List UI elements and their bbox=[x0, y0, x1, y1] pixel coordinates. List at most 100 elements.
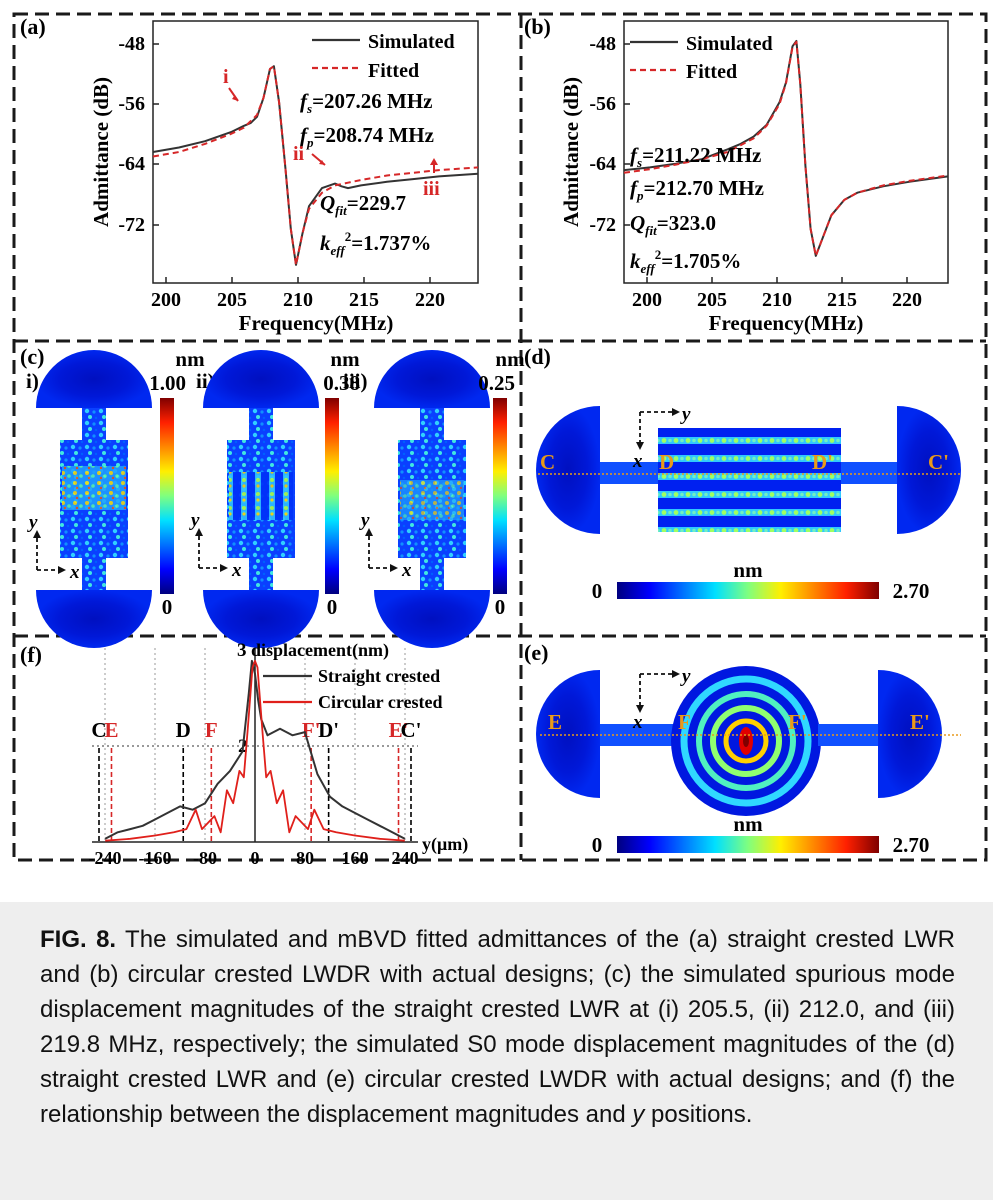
axis-label-x: x bbox=[231, 560, 242, 581]
mode-shape-left-dome bbox=[536, 670, 600, 798]
series-line-circular-crested bbox=[105, 660, 405, 842]
panel-c-ii: ii) nm 0.38 0 y x bbox=[189, 347, 360, 648]
position-marker-label: E bbox=[104, 718, 118, 742]
xtick-label: 160 bbox=[342, 848, 369, 868]
panel-d-point-labels: C D D' C' bbox=[540, 450, 949, 474]
axis-label-x: x bbox=[69, 562, 80, 583]
ytick-label: -48 bbox=[118, 33, 145, 55]
panel-b-xtick-labels: 200 205 210 215 220 bbox=[632, 289, 922, 311]
ytick-label: -72 bbox=[589, 214, 616, 236]
panel-b-plot-frame bbox=[623, 20, 949, 284]
panel-a-params: fs=207.26 MHz fp=208.74 MHz Qfit=229.7 k… bbox=[300, 89, 434, 258]
colorbar bbox=[617, 836, 879, 853]
panel-d: (d) C D D' C' y x nm 0 2.70 bbox=[524, 344, 961, 603]
param-fs: fs=207.26 MHz bbox=[300, 89, 433, 116]
figure: (a) -48 -56 -64 -72 200 205 210 215 220 … bbox=[12, 12, 988, 868]
axis-label-y: y bbox=[27, 512, 38, 533]
subpanel-label: iii) bbox=[343, 369, 368, 393]
axis-label-x: x bbox=[632, 712, 643, 733]
xtick-label: -80 bbox=[193, 848, 217, 868]
mode-shape-neck bbox=[249, 408, 273, 440]
colorbar-unit: nm bbox=[495, 347, 525, 371]
position-marker-label: E' bbox=[389, 718, 409, 742]
axis-indicator bbox=[639, 411, 675, 445]
panel-a-ytick-marks bbox=[153, 43, 159, 226]
panel-a-markers: i ii iii bbox=[223, 66, 440, 200]
xtick-label: 240 bbox=[392, 848, 419, 868]
mode-shape-right-dome bbox=[878, 670, 942, 798]
mode-shape-neck bbox=[420, 558, 444, 590]
panel-b: (b) -48 -56 -64 -72 200 205 210 215 220 … bbox=[524, 14, 949, 335]
axis-label-y: y bbox=[680, 666, 691, 687]
ytick-label: -56 bbox=[589, 93, 616, 115]
legend-label-straight: Straight crested bbox=[318, 666, 440, 686]
xtick-label: 215 bbox=[349, 289, 379, 311]
axis-label-x: x bbox=[401, 560, 412, 581]
panel-a-xtick-labels: 200 205 210 215 220 bbox=[151, 289, 445, 311]
colorbar bbox=[160, 398, 174, 594]
series-line-fitted bbox=[152, 65, 479, 266]
param-keff: keff2=1.737% bbox=[320, 229, 431, 258]
panel-b-ylabel: Admittance (dB) bbox=[559, 77, 583, 227]
legend-label-circular: Circular crested bbox=[318, 692, 442, 712]
series-line-fitted bbox=[623, 40, 949, 257]
colorbar bbox=[325, 398, 339, 594]
axis-label-y: y bbox=[359, 510, 370, 531]
colorbar bbox=[617, 582, 879, 599]
panel-f-position-markers: CE D F F'D' E'C' bbox=[91, 718, 422, 842]
param-fs: fs=211.22 MHz bbox=[630, 143, 761, 170]
position-marker-label: D' bbox=[318, 718, 339, 742]
marker-ii: ii bbox=[293, 143, 305, 165]
axis-indicator bbox=[198, 532, 224, 569]
panel-f-legend: Straight crested Circular crested bbox=[263, 666, 442, 712]
panel-a-series bbox=[152, 65, 479, 266]
mode-shape-bottom-dome bbox=[374, 590, 490, 648]
panel-c: (c) i) nm 1.00 0 y x ii) bbox=[20, 344, 525, 648]
panel-f: (f) CE D F F'D' E'C' 3 2 displacement(nm) St… bbox=[20, 640, 468, 868]
xtick-label: 0 bbox=[251, 848, 260, 868]
panel-b-ytick-marks bbox=[624, 43, 630, 226]
series-line-simulated bbox=[152, 65, 479, 266]
panel-f-label: (f) bbox=[20, 642, 42, 667]
xtick-label: 220 bbox=[415, 289, 445, 311]
caption-body: The simulated and mBVD fitted admittance… bbox=[40, 926, 955, 1128]
colorbar-max: 2.70 bbox=[893, 579, 930, 603]
axis-indicator bbox=[368, 532, 394, 569]
xtick-label: 215 bbox=[827, 289, 857, 311]
mode-shape-bottom-dome bbox=[203, 590, 319, 648]
axis-label-x: x bbox=[632, 451, 643, 472]
panel-d-label: (d) bbox=[524, 344, 551, 369]
xtick-label: 210 bbox=[283, 289, 313, 311]
mode-shape-right-neck bbox=[841, 462, 897, 484]
mode-shape-bottom-dome bbox=[36, 590, 152, 648]
colorbar-unit: nm bbox=[733, 558, 763, 582]
mode-shape-hotspot bbox=[62, 466, 126, 510]
caption-box bbox=[0, 902, 993, 1200]
mode-shape-neck bbox=[420, 408, 444, 440]
point-label-f-prime: F' bbox=[788, 710, 807, 734]
colorbar bbox=[493, 398, 507, 594]
panel-a-ylabel: Admittance (dB) bbox=[89, 77, 113, 227]
mode-shape-right-dome bbox=[897, 406, 961, 534]
caption-lead: FIG. 8. bbox=[40, 926, 117, 953]
point-label-e: E bbox=[548, 710, 562, 734]
mode-shape-hotspot bbox=[400, 480, 464, 520]
ytick-label: -48 bbox=[589, 33, 616, 55]
point-label-f: F bbox=[678, 710, 691, 734]
ytick-label: -72 bbox=[118, 214, 145, 236]
panel-a-label: (a) bbox=[20, 14, 46, 39]
legend-label-fitted: Fitted bbox=[686, 61, 737, 83]
xtick-label: 205 bbox=[697, 289, 727, 311]
mode-shape-top-dome bbox=[374, 350, 490, 408]
colorbar-max: 0.25 bbox=[478, 371, 515, 395]
caption-body-end: positions. bbox=[644, 1101, 753, 1128]
panel-f-gridlines bbox=[92, 648, 418, 842]
colorbar-min: 0 bbox=[592, 579, 603, 603]
panel-f-xlabel: y(μm) bbox=[422, 834, 468, 855]
subpanel-label: i) bbox=[26, 369, 39, 393]
panel-b-label: (b) bbox=[524, 14, 551, 39]
axis-indicator bbox=[36, 534, 62, 571]
axis-arrowheads bbox=[365, 528, 398, 572]
panel-b-legend: Simulated Fitted bbox=[630, 33, 773, 83]
mode-shape-neck bbox=[249, 558, 273, 590]
